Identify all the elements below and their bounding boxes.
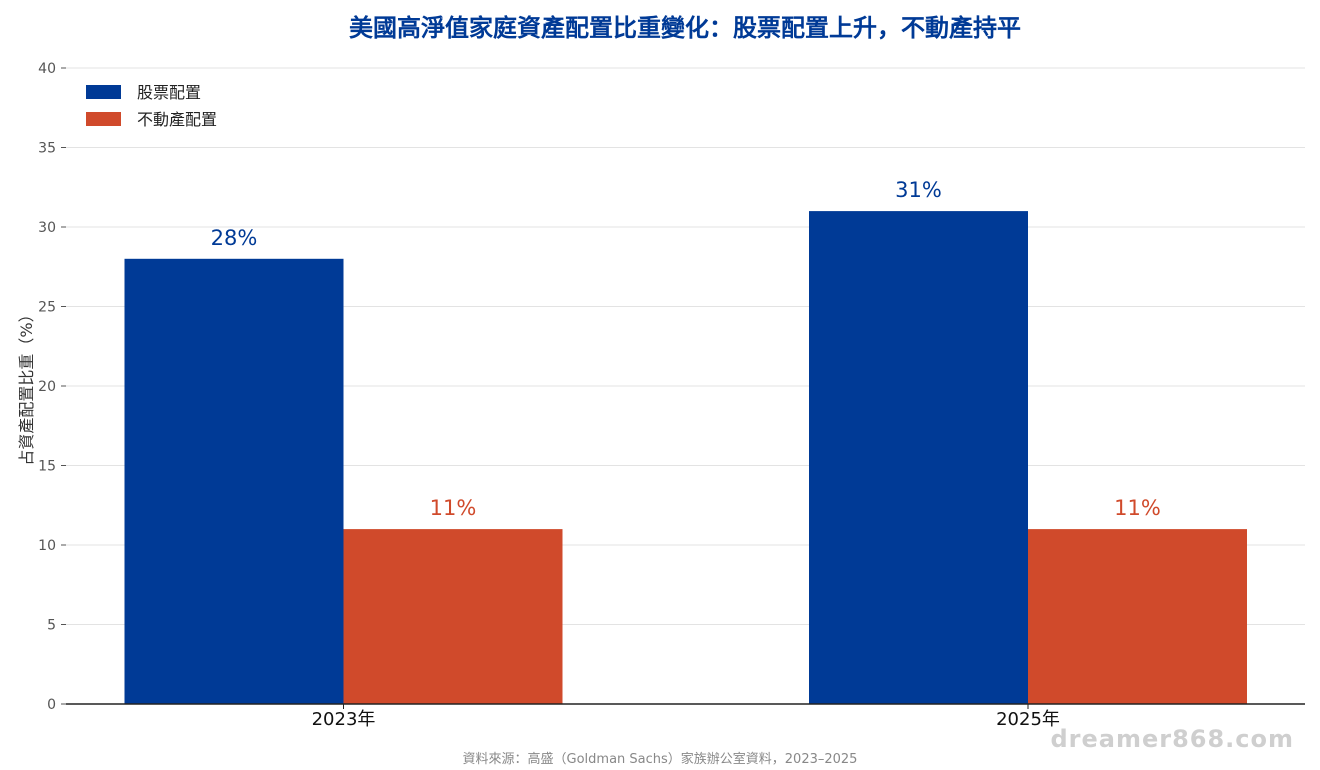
y-tick-label: 10 [38, 538, 56, 554]
bars [124, 211, 1247, 704]
bar-real-estate-0 [343, 529, 563, 704]
y-tick-label: 0 [47, 697, 56, 713]
chart-title: 美國高淨值家庭資產配置比重變化：股票配置上升，不動產持平 [349, 14, 1021, 42]
data-label: 31% [895, 178, 942, 202]
legend-swatch-stocks [86, 85, 121, 99]
bar-real-estate-1 [1028, 529, 1247, 704]
y-tick-label: 20 [38, 379, 56, 395]
bar-stocks-1 [809, 211, 1028, 704]
legend-label-real-estate: 不動產配置 [137, 110, 217, 129]
data-label: 11% [1114, 496, 1161, 520]
source-note: 資料來源：高盛（Goldman Sachs）家族辦公室資料，2023–2025 [463, 751, 858, 767]
bar-stocks-0 [124, 258, 344, 704]
y-axis-ticks: 0 5 10 15 20 25 30 35 40 [38, 61, 66, 713]
x-tick-label: 2025年 [996, 709, 1060, 730]
legend-swatch-real-estate [86, 112, 121, 126]
y-tick-label: 35 [38, 141, 56, 157]
x-axis-ticks: 2023年 2025年 [312, 704, 1060, 730]
legend-label-stocks: 股票配置 [137, 83, 201, 102]
y-axis-label: 占資產配置比重（%） [17, 306, 36, 465]
x-tick-label: 2023年 [312, 709, 376, 730]
legend: 股票配置 不動產配置 [86, 83, 217, 129]
y-tick-label: 25 [38, 300, 56, 316]
y-tick-label: 5 [47, 618, 56, 634]
y-tick-label: 40 [38, 61, 56, 77]
watermark: dreamer868.com [1050, 725, 1294, 753]
data-labels: 28% 11% 31% 11% [211, 178, 1161, 520]
data-label: 11% [430, 496, 477, 520]
y-tick-label: 30 [38, 220, 56, 236]
data-label: 28% [211, 226, 258, 250]
y-tick-label: 15 [38, 459, 56, 475]
